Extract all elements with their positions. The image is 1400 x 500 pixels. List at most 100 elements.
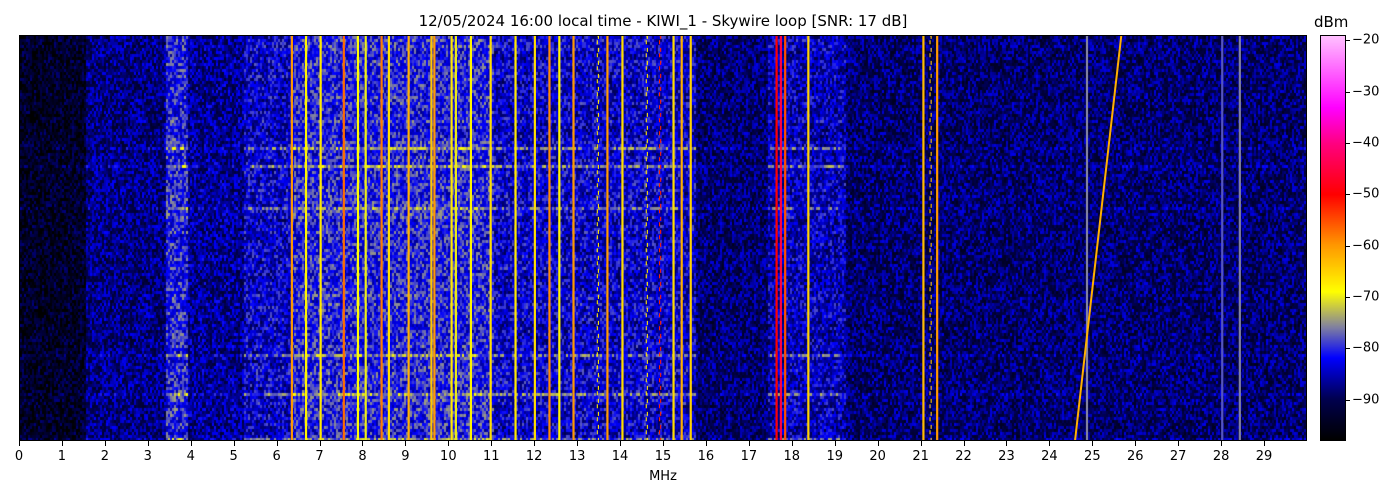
x-tick — [963, 441, 965, 446]
signal-line — [342, 36, 345, 440]
x-tick-label: 24 — [1041, 449, 1058, 464]
x-tick — [448, 441, 450, 446]
x-tick — [1092, 441, 1094, 446]
x-tick-label: 11 — [482, 449, 500, 464]
x-tick-label: 6 — [272, 449, 281, 464]
x-tick-label: 13 — [568, 449, 586, 464]
signal-line — [621, 36, 624, 440]
signal-line — [1238, 36, 1241, 440]
x-tick — [1006, 441, 1008, 446]
signal-line — [572, 36, 575, 440]
signal-line — [659, 36, 662, 440]
signal-line — [645, 36, 648, 440]
x-tick-label: 4 — [186, 449, 195, 464]
x-tick-label: 25 — [1084, 449, 1101, 464]
x-tick — [791, 441, 793, 446]
x-tick-label: 20 — [869, 449, 886, 464]
signal-line — [1221, 36, 1224, 440]
signal-line — [387, 36, 390, 440]
signal-line — [1085, 36, 1089, 440]
x-tick — [61, 441, 63, 446]
x-tick — [877, 441, 879, 446]
signal-line — [606, 36, 609, 440]
signal-line — [807, 36, 810, 440]
x-tick-label: 5 — [229, 449, 238, 464]
colorbar-tick-label: −70 — [1352, 289, 1380, 305]
colorbar-tick-label: −80 — [1352, 340, 1380, 356]
x-tick — [147, 441, 149, 446]
signal-layer — [290, 36, 1241, 440]
signal-line — [672, 36, 675, 440]
signal-line — [548, 36, 551, 440]
x-tick-label: 1 — [57, 449, 67, 464]
signal-line — [558, 36, 561, 440]
signal-line — [929, 36, 932, 440]
signal-line — [514, 36, 517, 440]
waterfall-plot-area — [19, 35, 1307, 441]
chart-title: 12/05/2024 16:00 local time - KIWI_1 - S… — [418, 12, 908, 30]
colorbar-tick-label: −30 — [1352, 84, 1380, 100]
x-tick-label: 12 — [525, 449, 543, 464]
colorbar-tick — [1346, 245, 1350, 247]
signal-line — [433, 36, 436, 440]
x-axis: 0 1 2 3 4 5 6 7 8 9 10 11 12 13 14 15 16 17 18 19 20 21 22 23 24… — [15, 441, 1307, 471]
signal-line — [489, 36, 492, 440]
signal-line — [356, 36, 360, 440]
signal-line — [454, 36, 457, 440]
x-tick — [319, 441, 321, 446]
x-tick — [233, 441, 235, 446]
x-tick — [276, 441, 278, 446]
signal-line — [775, 36, 778, 440]
x-tick — [1135, 441, 1137, 446]
signal-line — [533, 36, 536, 440]
x-tick-label: 10 — [440, 449, 457, 464]
x-tick-label: 7 — [315, 449, 324, 464]
signal-line — [596, 36, 599, 440]
colorbar-tick-label: −40 — [1352, 135, 1380, 151]
colorbar-gradient — [1321, 36, 1345, 440]
x-tick — [748, 441, 750, 446]
x-tick-label: 18 — [783, 449, 801, 464]
x-tick-label: 23 — [998, 449, 1015, 464]
x-tick-label: 28 — [1212, 449, 1230, 464]
colorbar-tick-label: −50 — [1352, 186, 1380, 202]
x-tick-label: 15 — [654, 449, 672, 464]
signal-line — [380, 36, 383, 440]
x-tick — [491, 441, 493, 446]
x-tick — [19, 441, 20, 446]
colorbar-tick — [1346, 194, 1350, 196]
x-tick — [1178, 441, 1180, 446]
signal-line — [450, 36, 453, 440]
signal-line — [364, 36, 367, 440]
x-tick — [104, 441, 106, 446]
signal-line — [680, 36, 683, 440]
x-tick — [663, 441, 664, 446]
signal-line — [936, 36, 939, 440]
signal-line — [430, 36, 433, 440]
x-tick-label: 21 — [912, 449, 929, 464]
colorbar — [1320, 35, 1346, 441]
x-tick-label: 29 — [1255, 449, 1273, 464]
x-tick — [534, 441, 536, 446]
colorbar-label: dBm — [1314, 13, 1349, 31]
x-tick-label: 22 — [955, 449, 972, 464]
signal-line — [304, 36, 308, 440]
colorbar-tick — [1346, 399, 1350, 401]
x-tick — [577, 441, 579, 446]
x-tick — [1221, 441, 1223, 446]
signal-line — [689, 36, 692, 440]
colorbar-tick — [1346, 91, 1350, 93]
x-tick — [920, 441, 922, 446]
signal-line — [319, 36, 322, 440]
colorbar-tick-label: −60 — [1352, 238, 1380, 254]
x-tick-label: 26 — [1126, 449, 1144, 464]
x-tick-label: 8 — [358, 449, 367, 464]
colorbar-tick — [1346, 348, 1350, 350]
x-tick-label: 0 — [14, 449, 24, 464]
colorbar-tick — [1346, 40, 1350, 42]
x-tick — [405, 441, 407, 446]
signal-line — [407, 36, 410, 440]
colorbar-tick-label: −20 — [1352, 32, 1380, 48]
colorbar-tick — [1346, 297, 1350, 299]
